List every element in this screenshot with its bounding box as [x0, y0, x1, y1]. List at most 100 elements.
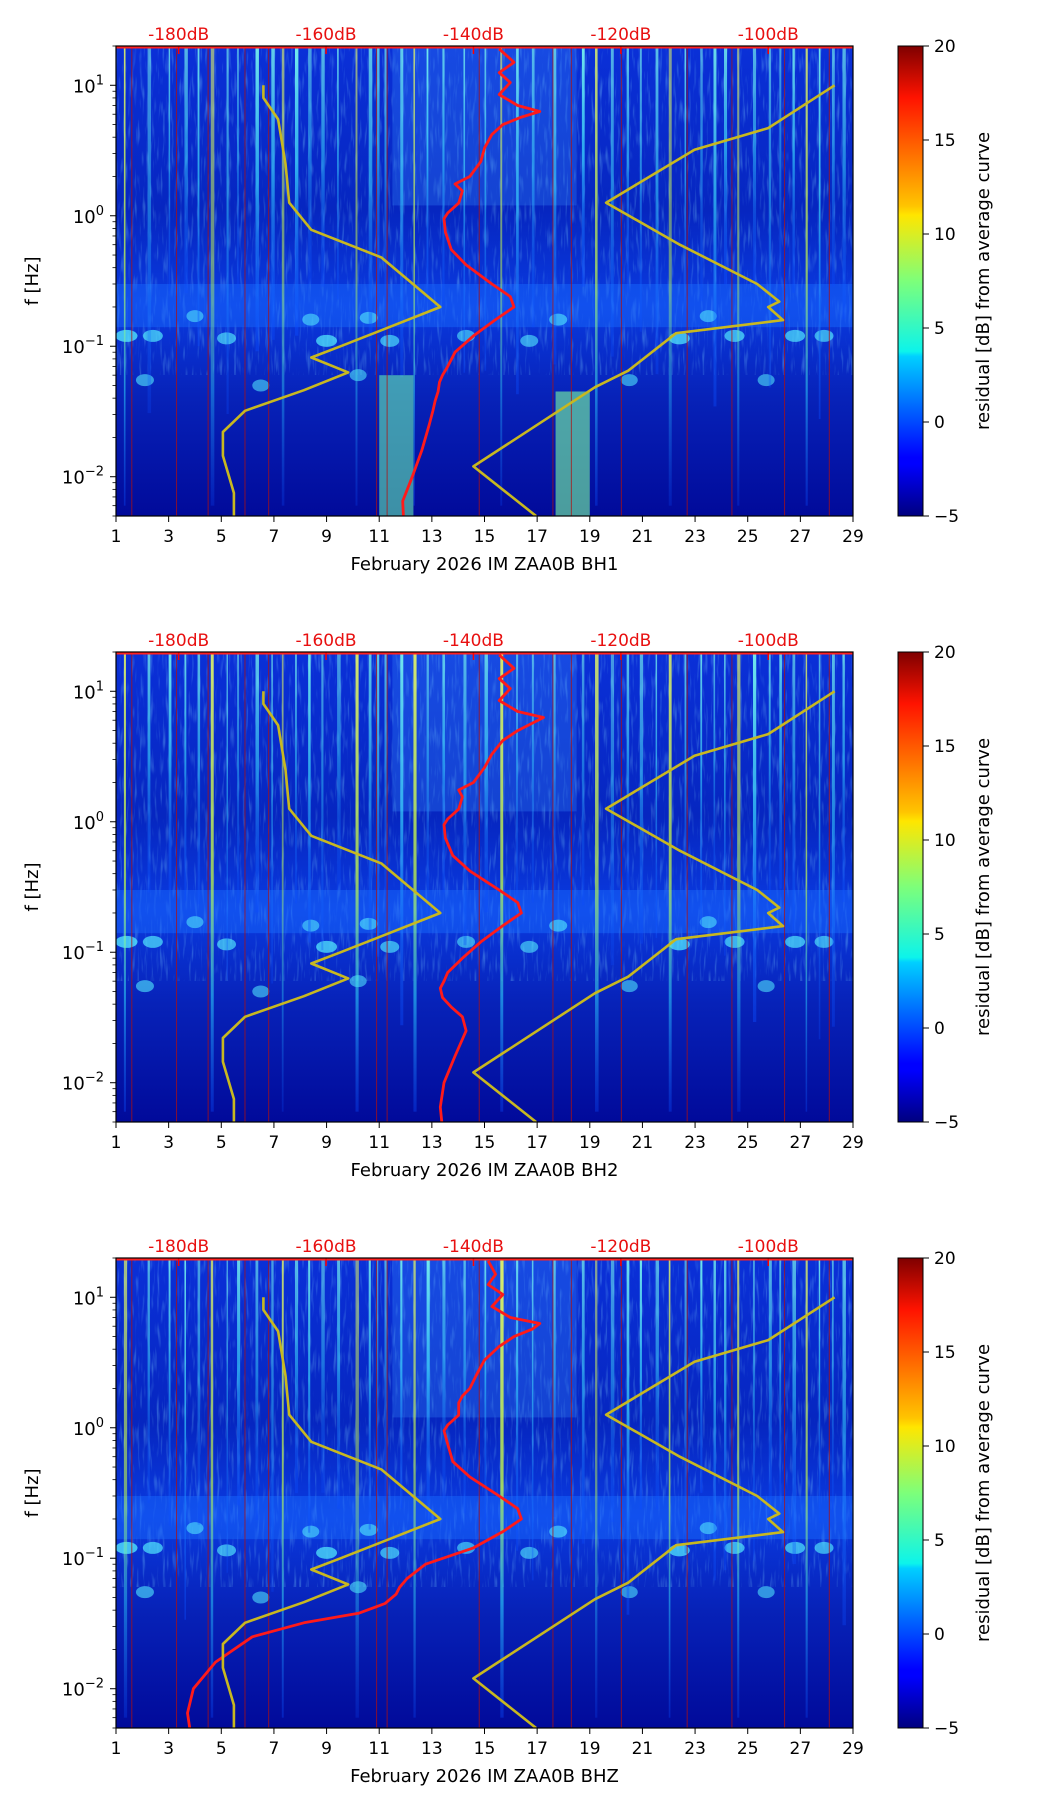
transient-stripe — [639, 652, 644, 944]
transient-stripe — [713, 46, 717, 407]
lowfreq-band — [555, 391, 590, 516]
microseism-blob — [302, 1525, 320, 1538]
transient-stripe — [792, 1258, 796, 1565]
x-tick-label: 3 — [163, 527, 174, 547]
transient-stripe — [842, 1258, 846, 1626]
transient-stripe — [842, 46, 846, 320]
x-tick-label: 1 — [111, 1133, 122, 1153]
microseism-blob — [757, 374, 775, 387]
x-axis-label: February 2026 IM ZAA0B BHZ — [350, 1766, 619, 1787]
microseism-blob — [699, 1522, 717, 1535]
transient-stripe — [713, 1258, 716, 1581]
microseism-blob — [620, 980, 638, 993]
microseism-blob — [668, 938, 690, 951]
x-tick-label: 7 — [269, 1739, 280, 1759]
transient-stripe — [210, 1258, 214, 1718]
transient-stripe — [792, 652, 796, 934]
transient-stripe — [779, 46, 782, 293]
colorbar-gradient — [897, 45, 924, 517]
colorbar-tick-label: 5 — [934, 925, 945, 945]
top-db-label: -100dB — [738, 631, 799, 651]
transient-stripe — [413, 652, 417, 1112]
transient-stripe — [123, 652, 126, 1112]
transient-stripe — [595, 652, 599, 1112]
y-tick-label: 101 — [73, 73, 104, 97]
x-axis-label: February 2026 IM ZAA0B BH2 — [351, 1160, 619, 1181]
x-tick-label: 15 — [474, 1133, 496, 1153]
transient-stripe — [355, 1258, 359, 1718]
y-tick-label: 101 — [73, 679, 104, 703]
colorbar-tick-label: 0 — [934, 1625, 945, 1645]
transient-stripe — [626, 652, 630, 893]
microseism-blob — [785, 935, 806, 948]
transient-stripe — [805, 652, 808, 1112]
x-tick-label: 9 — [321, 1739, 332, 1759]
microseism-blob — [724, 1541, 745, 1554]
transient-stripe — [184, 1258, 186, 1620]
transient-stripe — [294, 652, 297, 904]
transient-stripe — [581, 46, 585, 287]
transient-stripe — [531, 652, 534, 903]
microseism-blob — [252, 1591, 270, 1604]
transient-stripe — [768, 652, 771, 899]
x-tick-label: 25 — [737, 1133, 759, 1153]
transient-stripe — [516, 46, 519, 395]
microseism-blob — [302, 919, 320, 932]
transient-stripe — [413, 46, 415, 506]
microseism-blob — [142, 935, 163, 948]
colorbar-tick-label: 5 — [934, 1531, 945, 1551]
transient-stripe — [376, 46, 380, 307]
microseism-blob — [142, 1541, 163, 1554]
transient-stripe — [768, 46, 772, 388]
x-tick-label: 25 — [737, 1739, 759, 1759]
transient-stripe — [818, 1258, 821, 1524]
microseism-blob — [724, 935, 745, 948]
microseism-blob — [699, 916, 717, 929]
transient-stripe — [842, 652, 845, 902]
x-tick-label: 27 — [790, 527, 812, 547]
transient-stripe — [368, 652, 372, 931]
transient-stripe — [724, 652, 726, 956]
transient-stripe — [639, 46, 642, 332]
microseism-blob — [380, 1546, 400, 1559]
transient-stripe — [321, 652, 324, 951]
x-tick-label: 25 — [737, 527, 759, 547]
transient-stripe — [668, 1258, 671, 1718]
colorbar-tick-label: 0 — [934, 413, 945, 433]
nhnm-line — [472, 1296, 836, 1728]
y-tick-label: 10−1 — [62, 940, 104, 964]
top-db-label: -140dB — [443, 1237, 504, 1257]
transient-stripe — [831, 46, 835, 287]
x-tick-label: 29 — [842, 1133, 864, 1153]
transient-stripe — [197, 1258, 201, 1525]
transient-stripe — [384, 46, 387, 308]
top-db-label: -140dB — [443, 631, 504, 651]
transient-stripe — [463, 652, 467, 946]
transient-stripe — [500, 46, 503, 506]
transient-stripe — [271, 652, 273, 984]
x-tick-label: 1 — [111, 1739, 122, 1759]
transient-stripe — [281, 652, 284, 1112]
x-tick-label: 13 — [421, 1133, 443, 1153]
transient-stripe — [337, 1258, 341, 1509]
colorbar-tick-label: 15 — [934, 131, 956, 151]
spectrogram-image — [116, 652, 853, 1122]
x-tick-label: 5 — [216, 1133, 227, 1153]
transient-stripe — [308, 1258, 311, 1533]
transient-stripe — [500, 1258, 504, 1718]
transient-stripe — [500, 652, 504, 1112]
transient-stripe — [484, 46, 487, 371]
x-tick-label: 7 — [269, 527, 280, 547]
transient-stripe — [255, 652, 259, 913]
transient-stripe — [368, 1258, 371, 1530]
microseism-blob — [520, 1546, 539, 1559]
nlnm-line — [221, 1297, 442, 1728]
x-tick-label: 21 — [632, 527, 654, 547]
transient-stripe — [226, 46, 229, 415]
transient-stripe — [818, 652, 821, 1040]
x-tick-label: 29 — [842, 1739, 864, 1759]
transient-stripe — [700, 46, 703, 302]
transient-stripe — [426, 1258, 430, 1523]
transient-stripe — [700, 1258, 703, 1493]
colorbar-tick-label: 15 — [934, 737, 956, 757]
